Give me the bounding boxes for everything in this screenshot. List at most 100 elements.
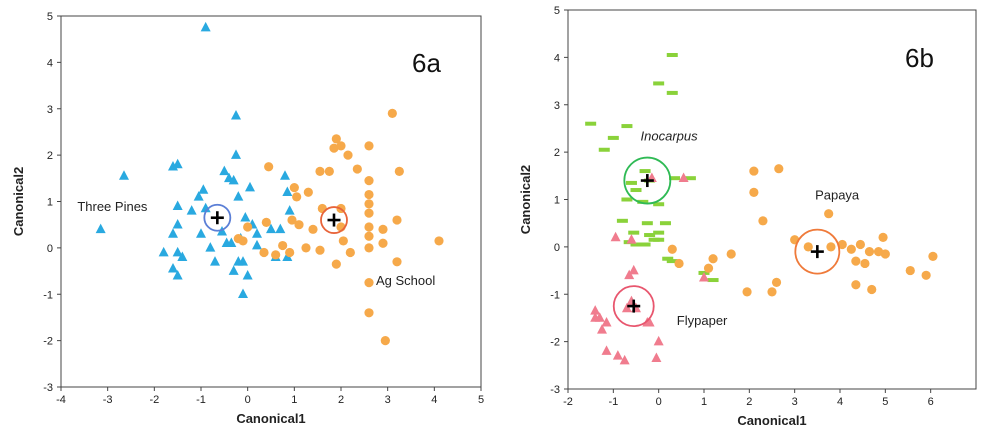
chart-0-three-pines-point: [119, 170, 129, 180]
chart-1-papaya-point: [867, 284, 877, 295]
chart-1-papaya-point: [826, 242, 836, 252]
chart-1-y-tick-label: -1: [550, 289, 560, 301]
chart-1-flypaper-point: [624, 269, 635, 280]
chart-0-three-pines-point: [231, 110, 241, 120]
chart-1-centroid-ring: [623, 156, 672, 205]
chart-0-three-pines-point: [95, 223, 106, 234]
chart-0-ag-school-point: [338, 236, 348, 246]
chart-0-y-tick-label: -2: [43, 336, 53, 348]
chart-0-ag-school-point: [364, 278, 374, 288]
chart-0-three-pines-point: [172, 200, 183, 210]
chart-1-y-tick-label: 5: [554, 5, 560, 17]
chart-0-ag-school-point: [301, 243, 311, 253]
chart-0-x-tick-label: -2: [149, 394, 159, 406]
chart-0-three-pines-point: [231, 149, 241, 159]
chart-1-flypaper-point: [626, 234, 637, 244]
chart-1-flypaper-point: [590, 305, 601, 315]
chart-1-inocarpus-point: [659, 221, 671, 226]
chart-0-ag-school-point: [278, 240, 288, 251]
chart-0-group-annotation: Ag School: [376, 273, 435, 288]
chart-0-three-pines-point: [275, 223, 286, 234]
chart-0-ag-school-point: [380, 336, 390, 346]
chart-1-papaya-point: [921, 270, 931, 280]
chart-1-papaya-point: [851, 280, 861, 290]
chart-1-inocarpus-point: [639, 169, 651, 174]
chart-0-ag-school-point: [331, 134, 341, 144]
chart-0-centroid-ring: [203, 203, 232, 232]
chart-1-inocarpus-point: [625, 180, 637, 185]
chart-1-inocarpus-point: [644, 233, 656, 238]
chart-1-y-tick-label: -2: [550, 337, 560, 349]
chart-1-flypaper-point: [597, 324, 607, 334]
chart-0-x-tick-label: 4: [431, 394, 437, 406]
chart-1-flypaper-point: [601, 316, 612, 327]
chart-1-inocarpus-point: [666, 90, 678, 95]
chart-0-ag-school-point: [364, 308, 374, 318]
chart-1-x-tick-label: -2: [563, 396, 573, 408]
chart-1-papaya-point: [905, 265, 915, 276]
chart-0-three-pines-point: [172, 158, 183, 169]
chart-1-inocarpus-point: [669, 176, 681, 181]
chart-0-group-annotation: Three Pines: [77, 199, 148, 214]
chart-1-x-tick-label: 1: [701, 396, 707, 408]
chart-0-ag-school-point: [343, 150, 353, 160]
chart-0-three-pines-point: [233, 256, 244, 266]
chart-1-group-annotation: Inocarpus: [641, 128, 699, 143]
chart-1-x-tick-label: 5: [882, 396, 888, 408]
chart-1-papaya-point: [774, 164, 784, 174]
chart-1-inocarpus-point: [621, 124, 633, 129]
chart-0-three-pines-point: [242, 270, 253, 280]
chart-0-three-pines-point: [252, 228, 262, 238]
chart-0-three-pines-point: [172, 218, 183, 229]
chart-0-y-tick-label: 1: [47, 197, 53, 209]
chart-1-flypaper-point: [651, 352, 662, 363]
chart-0-three-pines-point: [280, 170, 290, 180]
chart-1-y-tick-label: -3: [550, 384, 560, 396]
chart-0-y-tick-label: 2: [47, 150, 53, 162]
chart-1-group-annotation: Papaya: [815, 188, 860, 203]
chart-0-x-tick-label: -3: [103, 394, 113, 406]
chart-0-ag-school-point: [364, 176, 374, 186]
chart-0-ag-school-point: [292, 192, 302, 202]
chart-1-inocarpus-point: [666, 53, 678, 58]
chart-1-papaya-point: [749, 166, 759, 176]
chart-1-x-tick-label: 2: [746, 396, 752, 408]
chart-1-inocarpus-point: [628, 230, 640, 235]
chart-1-x-tick-label: 3: [792, 396, 798, 408]
chart-1-inocarpus-point: [707, 278, 719, 283]
chart-1-flypaper-point: [628, 264, 639, 275]
chart-0-ag-school-point: [387, 108, 397, 118]
chart-0-y-tick-label: 5: [47, 11, 53, 23]
chart-1-inocarpus-point: [621, 197, 633, 202]
chart-0-x-tick-label: 3: [385, 394, 391, 406]
chart-1-papaya-point: [803, 242, 813, 252]
chart-1-papaya-point: [726, 249, 736, 259]
chart-1-inocarpus-point: [653, 202, 665, 207]
chart-1-papaya-point: [742, 287, 752, 297]
chart-0-three-pines-point: [284, 205, 295, 215]
chart-1-y-tick-label: 4: [554, 52, 560, 64]
chart-0-ag-school-point: [238, 236, 248, 246]
chart-1-flypaper-point: [619, 354, 630, 365]
chart-0-x-tick-label: 0: [245, 394, 251, 406]
chart-0-y-tick-label: -3: [43, 382, 53, 394]
chart-0-three-pines-point: [238, 288, 248, 299]
chart-0-ag-school-point: [378, 224, 388, 234]
chart-1-x-tick-label: 4: [837, 396, 843, 408]
chart-0-ag-school-point: [331, 259, 341, 269]
chart-1-x-axis-title: Canonical1: [737, 413, 806, 428]
chart-1-y-tick-label: 3: [554, 100, 560, 112]
chart-1-y-axis-title: Canonical2: [518, 165, 533, 234]
chart-0-panel-label: 6a: [412, 48, 441, 78]
chart-1-inocarpus-point: [630, 188, 642, 193]
chart-1-papaya-point: [878, 232, 888, 242]
chart-0-ag-school-point: [259, 247, 269, 258]
chart-1-papaya-point: [928, 251, 938, 261]
chart-0-ag-school-point: [394, 166, 404, 176]
chart-0-three-pines-point: [193, 191, 204, 201]
chart-0-ag-school-point: [289, 182, 299, 193]
chart-0-ag-school-point: [364, 199, 374, 209]
chart-1-inocarpus-point: [639, 242, 651, 247]
